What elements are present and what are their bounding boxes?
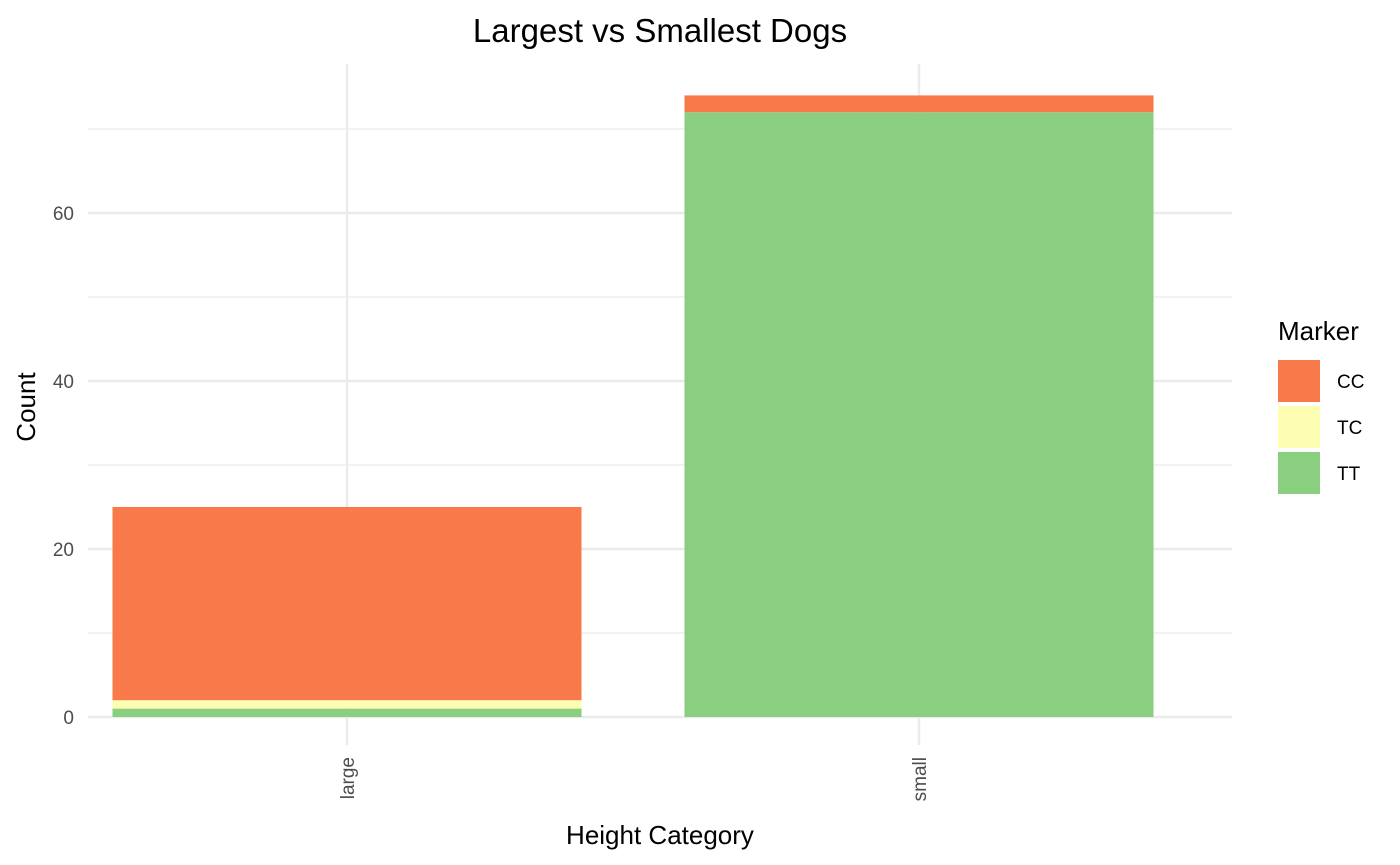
y-axis-title: Count <box>11 372 41 442</box>
y-tick-label: 0 <box>63 708 74 729</box>
bars <box>112 95 1154 717</box>
x-axis-title: Height Category <box>566 820 754 850</box>
legend-label-tt: TT <box>1337 464 1361 485</box>
bar-segment-large-tt <box>112 708 582 717</box>
legend-key-tt <box>1278 452 1320 494</box>
legend-label-cc: CC <box>1337 372 1364 393</box>
legend-key-cc <box>1278 360 1320 402</box>
y-tick-label: 20 <box>53 540 74 561</box>
bar-segment-small-cc <box>684 95 1154 113</box>
bar-segment-small-tt <box>684 112 1154 717</box>
x-tick-label-small: small <box>910 757 931 801</box>
chart-title: Largest vs Smallest Dogs <box>473 12 847 49</box>
legend-label-tc: TC <box>1337 418 1362 439</box>
y-tick-label: 60 <box>53 204 74 225</box>
legend: Marker CC TC TT <box>1278 316 1364 494</box>
y-tick-labels: 0 20 40 60 <box>53 204 74 729</box>
legend-title: Marker <box>1278 316 1359 346</box>
bar-segment-large-cc <box>112 507 582 701</box>
x-tick-labels: large small <box>338 757 931 801</box>
y-tick-label: 40 <box>53 372 74 393</box>
bar-segment-large-tc <box>112 700 582 709</box>
legend-key-tc <box>1278 406 1320 448</box>
x-tick-label-large: large <box>338 757 359 799</box>
